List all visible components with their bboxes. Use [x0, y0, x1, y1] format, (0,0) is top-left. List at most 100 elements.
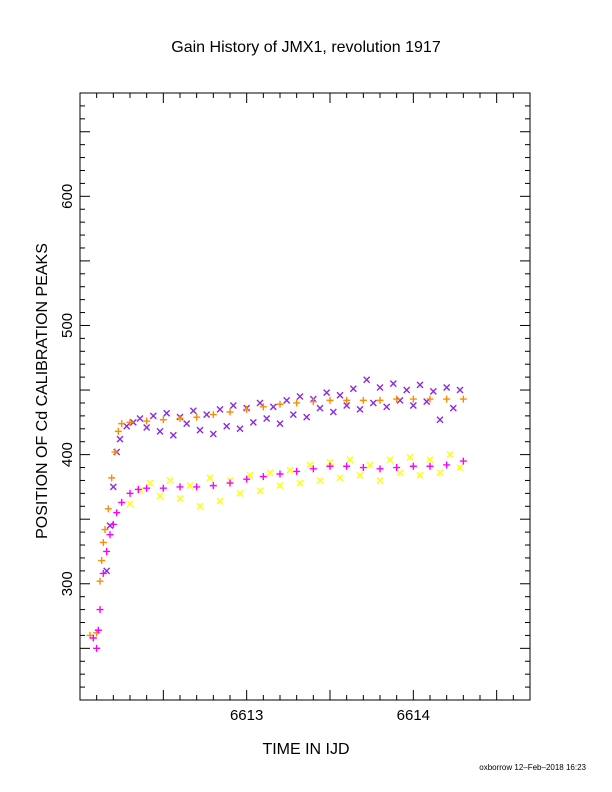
data-marks	[86, 376, 467, 652]
data-point	[143, 417, 151, 425]
data-point	[293, 399, 301, 407]
data-point	[369, 399, 377, 407]
data-point	[99, 569, 107, 577]
data-point	[176, 495, 184, 503]
data-point	[243, 405, 251, 413]
data-point	[226, 408, 234, 416]
data-point	[293, 467, 301, 475]
axis-ticks	[80, 93, 530, 700]
data-point	[436, 416, 444, 424]
data-point	[306, 461, 314, 469]
data-point	[409, 395, 417, 403]
data-point	[269, 403, 277, 411]
data-point	[106, 531, 114, 539]
data-point	[429, 387, 437, 395]
data-point	[136, 414, 144, 422]
data-point	[276, 470, 284, 478]
data-point	[126, 500, 134, 508]
plot-frame	[79, 92, 531, 701]
data-point	[226, 479, 234, 487]
data-point	[323, 389, 331, 397]
data-point	[103, 547, 111, 555]
data-point	[343, 396, 351, 404]
data-point	[106, 522, 114, 530]
data-point	[316, 476, 324, 484]
data-point	[159, 416, 167, 424]
data-point	[259, 403, 267, 411]
data-point	[266, 469, 274, 477]
data-point	[209, 430, 217, 438]
data-point	[216, 497, 224, 505]
data-point	[223, 422, 231, 430]
data-point	[216, 405, 224, 413]
data-point	[363, 376, 371, 384]
data-point	[96, 606, 104, 614]
data-point	[343, 402, 351, 410]
data-point	[359, 464, 367, 472]
data-point	[356, 471, 364, 479]
data-point	[289, 411, 297, 419]
y-tick-label: 400	[59, 442, 76, 467]
data-point	[403, 386, 411, 394]
data-point	[426, 395, 434, 403]
data-point	[436, 469, 444, 477]
data-point	[393, 464, 401, 472]
data-point	[409, 402, 417, 410]
data-point	[349, 385, 357, 393]
data-point	[426, 462, 434, 470]
data-point	[118, 498, 126, 506]
data-point	[183, 420, 191, 428]
series-1	[86, 395, 467, 639]
data-point	[309, 398, 317, 406]
data-point	[329, 408, 337, 416]
data-point	[169, 431, 177, 439]
data-point	[326, 396, 334, 404]
data-point	[98, 557, 106, 565]
data-point	[149, 412, 157, 420]
data-point	[366, 461, 374, 469]
data-point	[456, 386, 464, 394]
data-point	[111, 448, 119, 456]
x-tick-label: 6613	[230, 707, 263, 724]
data-point	[256, 487, 264, 495]
data-point	[246, 471, 254, 479]
data-point	[396, 469, 404, 477]
data-point	[89, 634, 97, 642]
data-point	[108, 474, 116, 482]
series-3	[89, 457, 467, 652]
data-point	[416, 471, 424, 479]
data-point	[443, 461, 451, 469]
series-2	[126, 451, 464, 510]
data-point	[143, 424, 151, 431]
data-point	[243, 475, 251, 483]
data-point	[376, 465, 384, 473]
data-point	[186, 482, 194, 490]
data-point	[459, 395, 467, 403]
data-point	[389, 380, 397, 388]
data-point	[96, 577, 104, 585]
data-point	[396, 396, 404, 404]
data-point	[446, 451, 454, 459]
data-point	[326, 458, 334, 466]
data-point	[209, 411, 217, 419]
data-point	[383, 403, 391, 411]
x-tick-label: 6614	[397, 707, 430, 724]
data-point	[393, 395, 401, 403]
data-point	[196, 426, 204, 434]
data-point	[126, 418, 134, 426]
data-point	[206, 474, 214, 482]
data-point	[118, 420, 126, 428]
data-point	[134, 485, 142, 493]
data-point	[416, 381, 424, 389]
data-point	[236, 425, 244, 433]
data-point	[249, 418, 257, 426]
data-point	[459, 457, 467, 465]
data-point	[276, 400, 284, 408]
footer-credit: oxborrow 12–Feb–2018 16:23	[479, 763, 586, 772]
data-point	[326, 462, 334, 470]
data-point	[359, 396, 367, 404]
data-point	[143, 484, 151, 492]
data-point	[193, 413, 201, 421]
